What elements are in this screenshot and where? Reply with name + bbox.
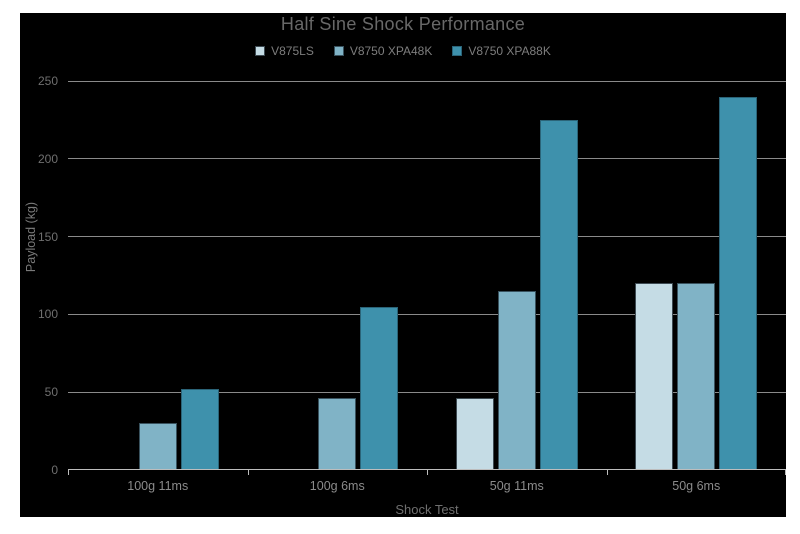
bar-v875ls [455,398,494,470]
bar-v8750-xpa88k [719,97,758,470]
legend-item: V8750 XPA48K [333,44,433,58]
gridline [68,236,786,238]
y-tick-label: 0 [51,463,58,477]
legend-label: V8750 XPA48K [349,44,433,58]
y-tick-label: 250 [37,74,58,88]
gridline [68,80,786,82]
axis-tick [427,470,428,475]
category-label: 50g 6ms [672,479,721,493]
legend-swatch-icon [255,46,266,56]
axis-tick [68,470,69,475]
bar-v875ls [635,283,674,470]
chart-frame: Half Sine Shock Performance V875LS V8750 … [20,13,786,517]
bar-v8750-xpa88k [180,389,219,470]
bar-group [248,81,428,470]
gridline [68,391,786,393]
category-label: 100g 6ms [309,479,365,493]
bar-group [68,81,248,470]
bar-v8750-xpa48k [677,283,716,470]
legend-label: V875LS [271,44,314,58]
bar-v8750-xpa48k [497,291,536,470]
chart-title: Half Sine Shock Performance [280,14,526,34]
y-tick-label: 50 [44,385,58,400]
category-label: 50g 11ms [489,479,544,493]
axis-tick [607,470,608,475]
y-tick-label: 150 [37,229,58,244]
legend-item: V8750 XPA88K [452,44,551,58]
bar-v8750-xpa48k [138,423,177,470]
bar-groups [68,81,786,470]
bar-group [607,81,787,470]
category-axis: 100g 11ms 100g 6ms 50g 11ms 50g 6ms [68,479,786,493]
legend-swatch-icon [452,46,463,56]
bar-group [427,81,607,470]
bar-v8750-xpa88k [539,120,578,470]
gridline [68,313,786,315]
axis-tick [785,470,786,475]
legend-swatch-icon [333,46,344,56]
bar-v8750-xpa88k [360,307,399,470]
y-tick-label: 200 [37,151,58,166]
x-axis-title: Shock Test [395,502,459,517]
y-tick-label: 100 [37,307,58,322]
plot-area [68,80,786,475]
bar-v8750-xpa48k [318,398,357,470]
axis-tick [248,470,249,475]
x-axis-line [68,469,786,470]
legend: V875LS V8750 XPA48K V8750 XPA88K [20,44,786,58]
legend-label: V8750 XPA88K [468,44,551,58]
legend-item: V875LS [255,44,314,58]
gridline [68,158,786,160]
category-label: 100g 11ms [127,479,189,493]
